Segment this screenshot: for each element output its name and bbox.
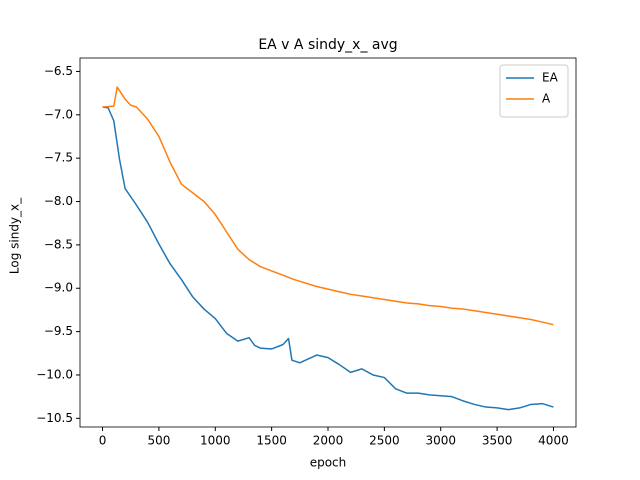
y-tick-label: −7.0 <box>44 107 73 121</box>
line <box>102 86 554 326</box>
y-tick-label: −6.5 <box>44 64 73 78</box>
y-tick-label: −7.5 <box>44 151 73 165</box>
x-tick-label: 3000 <box>425 434 456 448</box>
x-axis-label: epoch <box>310 456 347 470</box>
y-tick-label: −10.5 <box>36 411 73 425</box>
x-tick-label: 2000 <box>313 434 344 448</box>
y-axis-label: Log sindy_x_ <box>8 197 22 274</box>
x-tick-label: 3500 <box>482 434 513 448</box>
x-tick-label: 4000 <box>538 434 569 448</box>
y-tick-label: −9.5 <box>44 324 73 338</box>
x-tick-label: 1000 <box>200 434 231 448</box>
x-tick-label: 2500 <box>369 434 400 448</box>
chart-title: EA v A sindy_x_ avg <box>258 37 397 53</box>
y-tick-label: −9.0 <box>44 281 73 295</box>
legend-label: EA <box>542 71 559 85</box>
legend-label: A <box>542 92 551 106</box>
x-tick-label: 500 <box>147 434 170 448</box>
legend-box <box>499 64 569 118</box>
x-tick-label: 1500 <box>256 434 287 448</box>
line <box>102 106 554 411</box>
y-tick-label: −8.0 <box>44 194 73 208</box>
plot-frame <box>79 57 577 428</box>
y-tick-label: −10.0 <box>36 367 73 381</box>
x-tick-label: 0 <box>99 434 107 448</box>
y-tick-label: −8.5 <box>44 237 73 251</box>
